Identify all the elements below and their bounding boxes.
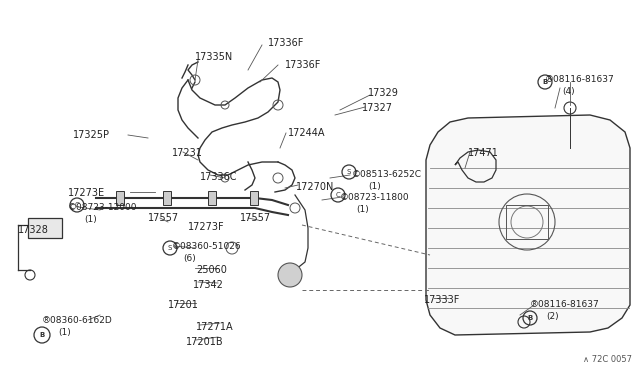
Text: ©08723-11800: ©08723-11800 [340,193,410,202]
Text: 17244A: 17244A [288,128,326,138]
Text: ®08116-81637: ®08116-81637 [545,75,615,84]
Text: (4): (4) [562,87,575,96]
Text: C: C [75,202,79,208]
Text: 17273F: 17273F [188,222,225,232]
Circle shape [278,263,302,287]
Text: 17325P: 17325P [73,130,110,140]
Bar [28,218,62,238]
Text: B: B [527,315,532,321]
Bar [163,191,171,205]
Text: 17273E: 17273E [68,188,105,198]
Text: 17557: 17557 [240,213,271,223]
Text: ©08360-51026: ©08360-51026 [172,242,242,251]
Text: (1): (1) [356,205,369,214]
Bar [506,205,548,239]
Text: ©08513-6252C: ©08513-6252C [352,170,422,179]
Text: 17201: 17201 [168,300,199,310]
Text: 17336F: 17336F [268,38,305,48]
Text: (6): (6) [183,254,196,263]
Text: 17201B: 17201B [186,337,223,347]
Text: ©08723-12000: ©08723-12000 [68,203,138,212]
Text: 17327: 17327 [362,103,393,113]
Text: (1): (1) [84,215,97,224]
Text: 17342: 17342 [193,280,224,290]
Text: 17270N: 17270N [296,182,334,192]
Text: 25060: 25060 [196,265,227,275]
Bar [208,191,216,205]
Text: 17336C: 17336C [200,172,237,182]
Polygon shape [426,115,630,335]
Text: 17471: 17471 [468,148,499,158]
Text: ®08360-6162D: ®08360-6162D [42,316,113,325]
Text: ®08116-81637: ®08116-81637 [530,300,600,309]
Text: 17335N: 17335N [195,52,233,62]
Text: 17336F: 17336F [285,60,321,70]
Text: 17231: 17231 [172,148,203,158]
Text: ∧ 72C 0057: ∧ 72C 0057 [583,355,632,364]
Text: 17328: 17328 [18,225,49,235]
Text: (1): (1) [368,182,381,191]
Text: C: C [335,192,340,198]
Text: 17271A: 17271A [196,322,234,332]
Text: 17333F: 17333F [424,295,460,305]
Text: 17557: 17557 [148,213,179,223]
Text: S: S [347,169,351,175]
Text: S: S [168,245,172,251]
Text: B: B [40,332,45,338]
Bar [116,191,124,205]
Text: B: B [542,79,548,85]
Bar [250,191,258,205]
Text: (1): (1) [58,328,71,337]
Text: 17329: 17329 [368,88,399,98]
Text: (2): (2) [546,312,559,321]
